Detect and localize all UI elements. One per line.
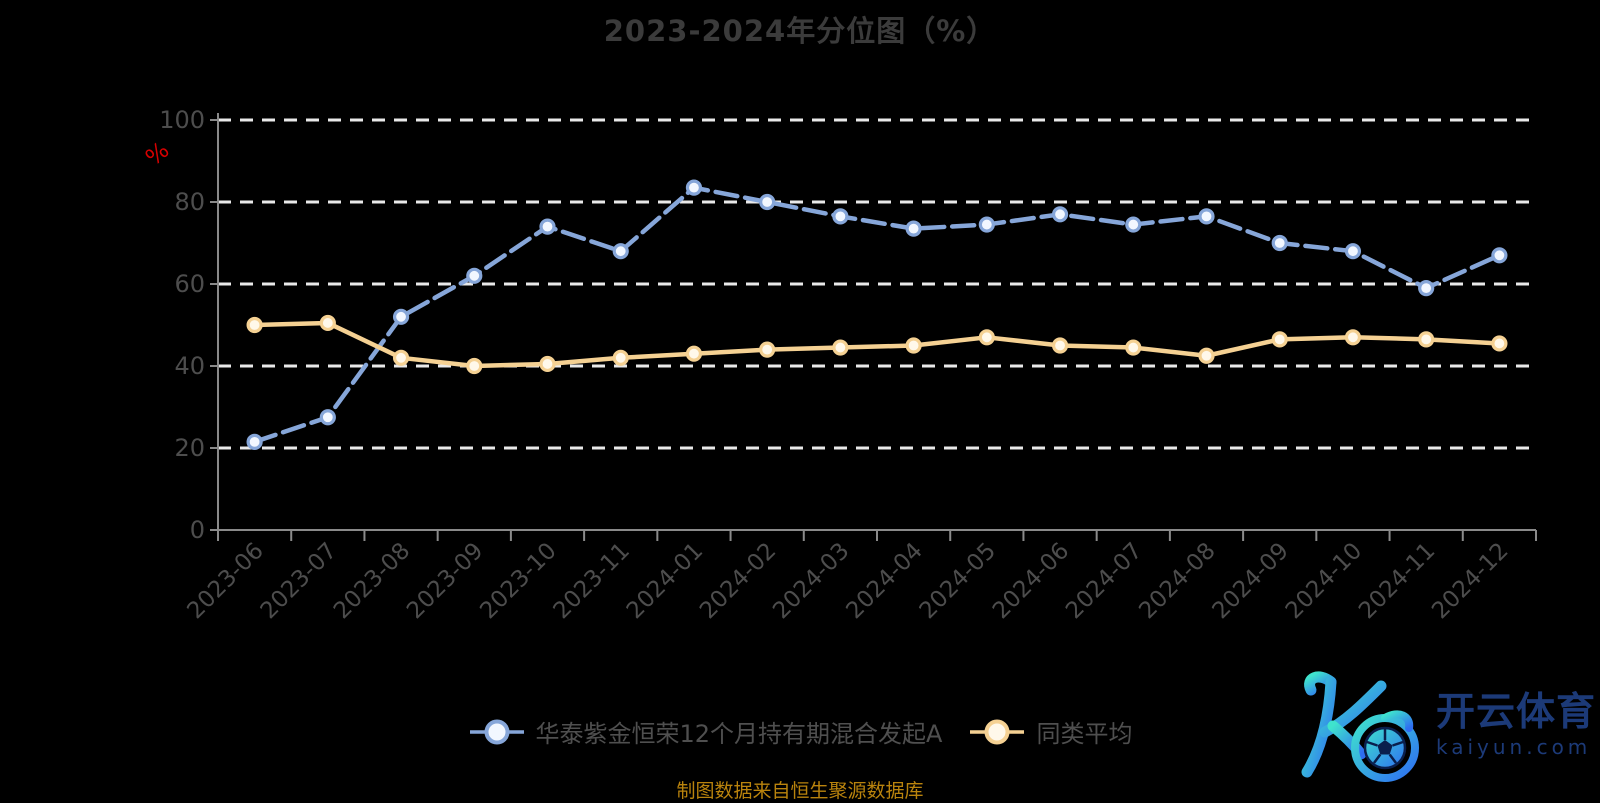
legend-label-fund: 华泰紫金恒荣12个月持有期混合发起A	[535, 720, 943, 748]
y-gridlines	[218, 118, 1536, 450]
kaiyun-logo-icon	[1301, 671, 1419, 782]
svg-text:2024-01: 2024-01	[622, 538, 708, 624]
svg-text:80: 80	[174, 188, 205, 216]
svg-text:2024-10: 2024-10	[1281, 538, 1367, 624]
svg-text:0: 0	[190, 516, 205, 544]
svg-text:2023-10: 2023-10	[475, 538, 561, 624]
x-axis-labels: 2023-062023-072023-082023-092023-102023-…	[183, 538, 1514, 624]
data-source-caption: 制图数据来自恒生聚源数据库	[676, 780, 924, 802]
watermark-text: 开云体育 kaiyun.com	[1435, 689, 1596, 760]
fund-legend-marker-icon	[469, 719, 524, 744]
legend-item-average[interactable]: 同类平均	[968, 714, 1132, 749]
svg-text:100: 100	[159, 106, 205, 134]
chart-title: 2023-2024年分位图（%）	[603, 14, 997, 48]
svg-text:2024-04: 2024-04	[842, 538, 928, 624]
svg-text:2024-07: 2024-07	[1061, 538, 1147, 624]
svg-text:60: 60	[174, 270, 205, 298]
kaiyun-watermark[interactable]: 开云体育 kaiyun.com	[1294, 670, 1596, 782]
x-axis-ticks	[217, 530, 1537, 541]
soccer-ball-icon	[1363, 726, 1407, 770]
series-fund[interactable]	[246, 179, 1508, 450]
svg-text:2024-09: 2024-09	[1208, 538, 1294, 624]
percentile-line-chart[interactable]: 0 20 40 60 80 100% 2023-062023-072023-082023-0…	[0, 0, 1600, 680]
svg-text:40: 40	[174, 352, 205, 380]
legend: 华泰紫金恒荣12个月持有期混合发起A 同类平均	[0, 714, 1600, 749]
svg-text:2023-08: 2023-08	[329, 538, 415, 624]
watermark-domain: kaiyun.com	[1435, 735, 1592, 760]
svg-text:2023-07: 2023-07	[256, 538, 342, 624]
legend-item-fund[interactable]: 华泰紫金恒荣12个月持有期混合发起A	[468, 714, 943, 749]
axes	[217, 113, 1536, 531]
svg-text:2023-06: 2023-06	[183, 538, 269, 624]
svg-text:2023-11: 2023-11	[549, 538, 635, 624]
svg-text:2024-05: 2024-05	[915, 538, 1001, 624]
watermark-brand: 开云体育	[1435, 689, 1596, 735]
y-axis-unit-percent: %	[141, 137, 174, 171]
svg-text:20: 20	[174, 434, 205, 462]
svg-text:2024-06: 2024-06	[988, 538, 1074, 624]
average-legend-marker-icon	[970, 719, 1025, 744]
stylized-k-icon	[1301, 671, 1419, 782]
svg-text:2024-08: 2024-08	[1134, 538, 1220, 624]
svg-text:2023-09: 2023-09	[402, 538, 488, 624]
svg-text:2024-12: 2024-12	[1427, 538, 1513, 624]
svg-text:2024-02: 2024-02	[695, 538, 781, 624]
legend-label-average: 同类平均	[1036, 720, 1133, 748]
series-average[interactable]	[246, 314, 1508, 375]
svg-text:2024-03: 2024-03	[768, 538, 854, 624]
y-axis-labels: 0 20 40 60 80 100	[159, 106, 218, 544]
svg-text:2024-11: 2024-11	[1354, 538, 1440, 624]
